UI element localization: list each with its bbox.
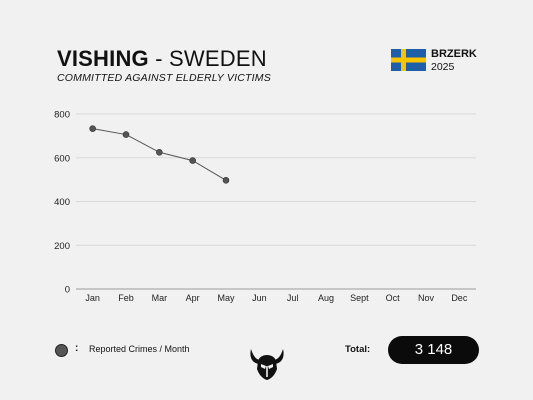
x-tick-label: Nov bbox=[418, 293, 435, 303]
data-point bbox=[189, 157, 196, 164]
y-tick-label: 0 bbox=[65, 285, 70, 296]
y-tick-label: 400 bbox=[54, 197, 70, 208]
x-tick-label: Jun bbox=[252, 293, 267, 303]
data-point bbox=[89, 125, 96, 132]
x-tick-label: Sept bbox=[350, 293, 369, 303]
sweden-flag-icon bbox=[391, 49, 426, 71]
x-tick-label: May bbox=[217, 293, 235, 303]
legend-colon: : bbox=[75, 343, 79, 354]
x-tick-label: Dec bbox=[451, 293, 468, 303]
chart-title-strong: VISHING bbox=[57, 46, 149, 71]
x-tick-label: Jan bbox=[85, 293, 100, 303]
x-tick-label: Mar bbox=[152, 293, 168, 303]
year-label: 2025 bbox=[431, 61, 455, 73]
x-tick-label: Jul bbox=[287, 293, 299, 303]
viking-helmet-icon bbox=[250, 349, 284, 380]
x-tick-label: Feb bbox=[118, 293, 134, 303]
x-tick-label: Aug bbox=[318, 293, 334, 303]
y-tick-label: 600 bbox=[54, 153, 70, 164]
legend-label: Reported Crimes / Month bbox=[89, 344, 190, 354]
data-point bbox=[222, 176, 230, 184]
chart-title-rest: - SWEDEN bbox=[148, 46, 267, 71]
brand-name: BRZERK bbox=[431, 48, 477, 60]
y-tick-label: 200 bbox=[54, 241, 70, 252]
x-tick-label: Oct bbox=[386, 293, 401, 303]
line-chart: 0 200 400 600 800 Jan Feb Mar Apr May Jun Jul Aug Sep… bbox=[54, 110, 476, 303]
data-point bbox=[156, 148, 163, 156]
total-value: 3 148 bbox=[388, 336, 479, 364]
data-point bbox=[122, 131, 130, 138]
chart-title: VISHING - SWEDEN bbox=[57, 46, 267, 72]
x-tick-label: Apr bbox=[186, 293, 200, 303]
y-tick-label: 800 bbox=[54, 110, 70, 121]
legend-marker bbox=[55, 344, 68, 357]
chart-subtitle: COMMITTED AGAINST ELDERLY VICTIMS bbox=[57, 72, 271, 84]
total-label: Total: bbox=[345, 344, 371, 355]
